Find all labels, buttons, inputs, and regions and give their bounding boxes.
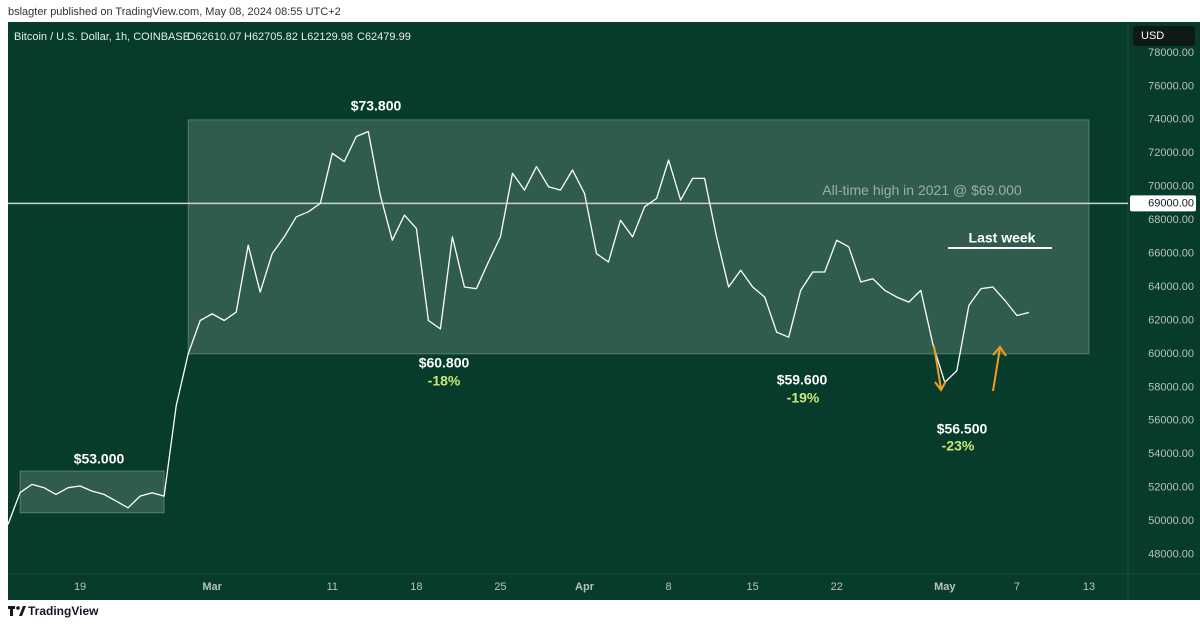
symbol: Bitcoin / U.S. Dollar, 1h, COINBASE	[14, 31, 190, 43]
ohlc-close: C62479.99	[357, 31, 411, 43]
annotation: $60.800	[419, 355, 470, 371]
y-tick-label: 76000.00	[1148, 80, 1194, 92]
price-line	[7, 130, 1030, 525]
annotation: Last week	[969, 230, 1036, 246]
y-tick-label: 68000.00	[1148, 214, 1194, 226]
y-tick-label: 70000.00	[1148, 181, 1194, 193]
price-tag	[1130, 195, 1196, 212]
x-tick-label: 11	[327, 581, 338, 593]
y-tick-label: 58000.00	[1148, 381, 1194, 393]
x-tick-label: Mar	[202, 581, 222, 593]
x-tick-label: 13	[1083, 581, 1095, 593]
ohlc-low: L62129.98	[301, 31, 353, 43]
annotation: $53.000	[74, 451, 125, 467]
y-tick-label: 56000.00	[1148, 415, 1194, 427]
zone	[19, 470, 165, 514]
y-tick-label: 64000.00	[1148, 281, 1194, 293]
x-tick-label: Apr	[575, 581, 595, 593]
y-tick-label: 78000.00	[1148, 47, 1194, 59]
x-tick-label: 7	[1014, 581, 1020, 593]
x-tick-label: 15	[747, 581, 759, 593]
y-tick-label: 60000.00	[1148, 348, 1194, 360]
y-tick-label: 62000.00	[1148, 314, 1194, 326]
y-tick-label: 66000.00	[1148, 248, 1194, 260]
y-tick-label: 52000.00	[1148, 482, 1194, 494]
y-tick-label: 48000.00	[1148, 549, 1194, 561]
reference-label: All-time high in 2021 @ $69.000	[822, 182, 1022, 198]
x-tick-label: 19	[74, 581, 86, 593]
arrows	[933, 345, 1007, 392]
currency[interactable]: USD	[1141, 30, 1164, 42]
price-tag-label: 69000.00	[1148, 197, 1194, 209]
annotation: -18%	[428, 373, 461, 389]
currency-button[interactable]	[1133, 26, 1195, 46]
annotation: -23%	[942, 438, 975, 454]
arrow-up	[992, 345, 1007, 392]
footer-logo	[8, 606, 26, 616]
x-tick-label: May	[934, 581, 956, 593]
chart-background	[8, 22, 1200, 600]
x-tick-label: 18	[410, 581, 422, 593]
ohlc-high: H62705.82	[244, 31, 298, 43]
x-tick-label: 8	[666, 581, 672, 593]
annotation: $73.800	[351, 98, 402, 114]
footer: TradingView	[28, 604, 99, 618]
y-tick-label: 74000.00	[1148, 114, 1194, 126]
y-tick-label: 50000.00	[1148, 515, 1194, 527]
y-tick-label: 54000.00	[1148, 448, 1194, 460]
x-tick-label: 22	[831, 581, 843, 593]
annotation: $59.600	[777, 372, 828, 388]
published-by: bslagter published on TradingView.com, M…	[8, 6, 341, 18]
annotation: $56.500	[937, 421, 988, 437]
annotation: -19%	[787, 390, 820, 406]
zone	[187, 119, 1090, 355]
x-tick-label: 25	[494, 581, 506, 593]
arrow-down	[933, 345, 947, 392]
y-tick-label: 72000.00	[1148, 147, 1194, 159]
ohlc-open: O62610.07	[187, 31, 241, 43]
